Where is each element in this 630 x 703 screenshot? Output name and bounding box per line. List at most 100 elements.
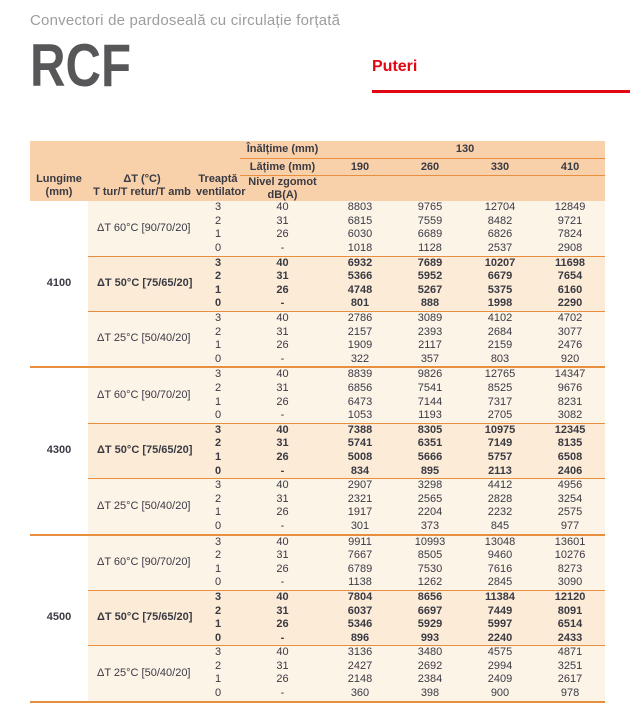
table-row: 1 26 2148 2384 2409 2617 xyxy=(30,673,606,688)
power-value-cell: 1053 xyxy=(325,409,395,424)
power-value-cell: 2908 xyxy=(535,242,606,257)
power-value-cell: 7388 xyxy=(325,422,395,438)
power-value-cell: 8091 xyxy=(535,604,606,619)
table-row: ΔT 50°C [75/65/20] 3 40 7804 8656 11384 12120 xyxy=(30,589,606,646)
power-value-cell: 11384 xyxy=(465,589,535,605)
table-row: 4300 ΔT 60°C [90/70/20] 3 40 8839 9826 12765 14… xyxy=(30,366,606,535)
power-value-cell: 6789 xyxy=(325,562,395,577)
col-header-lungime-line2: (mm) xyxy=(45,185,73,198)
fan-speed-cell: 1 xyxy=(196,673,240,688)
power-value-cell: 14347 xyxy=(535,366,606,382)
noise-level-cell: - xyxy=(240,242,325,257)
power-value-cell: 11698 xyxy=(535,255,606,271)
noise-level-cell: - xyxy=(240,687,325,702)
table-row: 1 26 6030 6689 6826 7824 xyxy=(30,228,606,243)
power-value-cell: 2157 xyxy=(325,325,395,340)
fan-speed-cell: 1 xyxy=(196,339,240,353)
table-row: 2 31 6856 7541 8525 9676 xyxy=(30,382,606,396)
noise-level-cell: 31 xyxy=(240,604,325,619)
fan-speed-cell: 2 xyxy=(196,659,240,674)
table-row: 2 31 5366 5952 6679 7654 xyxy=(30,270,606,284)
fan-speed-cell: 1 xyxy=(196,450,240,465)
noise-level-cell: - xyxy=(240,464,325,479)
fan-speed-cell: 1 xyxy=(196,395,240,410)
power-value-cell: 8525 xyxy=(465,382,535,396)
power-value-cell: 12765 xyxy=(465,366,535,382)
power-value-cell: 895 xyxy=(395,464,465,479)
power-value-cell: 3089 xyxy=(395,311,465,326)
power-value-cell: 6679 xyxy=(465,270,535,284)
power-value-cell: 10276 xyxy=(535,549,606,563)
table-row: 1 26 5346 5929 5997 6514 xyxy=(30,618,606,632)
table-row: 0-1018 1128 2537 2908 xyxy=(30,242,606,257)
col-header-treapta-line2: ventilator xyxy=(196,185,246,198)
col-header-delta-t: ΔT (°C) T tur/T retur/T amb xyxy=(88,141,196,202)
power-value-cell: 10975 xyxy=(465,422,535,438)
power-value-cell: 5997 xyxy=(465,618,535,632)
table-row: 2 31 5741 6351 7149 8135 xyxy=(30,437,606,451)
noise-level-cell: 26 xyxy=(240,506,325,520)
power-value-cell: 373 xyxy=(395,519,465,535)
noise-level-cell: 26 xyxy=(240,673,325,688)
power-value-cell: 10207 xyxy=(465,255,535,271)
power-value-cell: 6037 xyxy=(325,604,395,619)
noise-level-cell: - xyxy=(240,519,325,535)
fan-speed-cell: 3 xyxy=(196,478,240,493)
delta-t-cell: ΔT 25°C [50/40/20] xyxy=(88,645,196,702)
power-value-cell: 8305 xyxy=(395,422,465,438)
noise-level-cell: - xyxy=(240,352,325,368)
fan-speed-cell: 2 xyxy=(196,325,240,340)
power-value-cell: 2232 xyxy=(465,506,535,520)
power-value-cell: 1998 xyxy=(465,297,535,312)
power-value-cell: 2393 xyxy=(395,325,465,340)
table-row: ΔT 25°C [50/40/20] 3 40 2786 3089 4102 4702 xyxy=(30,311,606,368)
power-value-cell: 2828 xyxy=(465,492,535,507)
power-value-cell: 5741 xyxy=(325,437,395,451)
table-row: ΔT 50°C [75/65/20] 3 40 7388 8305 10975 12345 xyxy=(30,422,606,479)
noise-level-cell: - xyxy=(240,409,325,424)
power-value-cell: 5375 xyxy=(465,283,535,298)
table-row: 4100 ΔT 60°C [90/70/20] 3 40 8803 9765 12704 12… xyxy=(30,201,606,368)
power-value-cell: 6160 xyxy=(535,283,606,298)
power-value-cell: 7144 xyxy=(395,395,465,410)
power-value-cell: 7530 xyxy=(395,562,465,577)
header-width-label: Lățime (mm) xyxy=(240,158,325,176)
power-value-cell: 9911 xyxy=(325,533,395,550)
table-row: 0-1138 1262 2845 3090 xyxy=(30,576,606,591)
power-value-cell: 2565 xyxy=(395,492,465,507)
power-value-cell: 8656 xyxy=(395,589,465,605)
length-cell: 4500 xyxy=(30,533,88,702)
delta-t-cell: ΔT 25°C [50/40/20] xyxy=(88,311,196,368)
power-value-cell: 3480 xyxy=(395,645,465,660)
noise-level-cell: 26 xyxy=(240,395,325,410)
table-row: 0-801 888 1998 2290 xyxy=(30,297,606,312)
power-value-cell: 13601 xyxy=(535,533,606,550)
power-value-cell: 9721 xyxy=(535,214,606,229)
fan-speed-cell: 3 xyxy=(196,589,240,605)
power-value-cell: 896 xyxy=(325,631,395,646)
power-value-cell: 6030 xyxy=(325,228,395,243)
noise-level-cell: 40 xyxy=(240,311,325,326)
fan-speed-cell: 2 xyxy=(196,270,240,284)
noise-level-cell: - xyxy=(240,297,325,312)
noise-level-cell: 31 xyxy=(240,659,325,674)
section-rule xyxy=(372,90,630,93)
power-value-cell: 8839 xyxy=(325,366,395,382)
fan-speed-cell: 2 xyxy=(196,214,240,229)
power-value-cell: 1262 xyxy=(395,576,465,591)
power-value-cell: 6508 xyxy=(535,450,606,465)
power-value-cell: 7667 xyxy=(325,549,395,563)
table-row: 1 26 6789 7530 7616 8273 xyxy=(30,562,606,577)
power-value-cell: 888 xyxy=(395,297,465,312)
noise-level-cell: 40 xyxy=(240,589,325,605)
power-value-cell: 4412 xyxy=(465,478,535,493)
power-value-cell: 9676 xyxy=(535,382,606,396)
power-value-cell: 6932 xyxy=(325,255,395,271)
table-row: 2 31 2427 2692 2994 3251 xyxy=(30,659,606,674)
power-value-cell: 5346 xyxy=(325,618,395,632)
col-header-330: 330 xyxy=(465,158,535,176)
noise-level-cell: 40 xyxy=(240,366,325,382)
power-value-cell: 7824 xyxy=(535,228,606,243)
power-value-cell: 12704 xyxy=(465,201,535,215)
